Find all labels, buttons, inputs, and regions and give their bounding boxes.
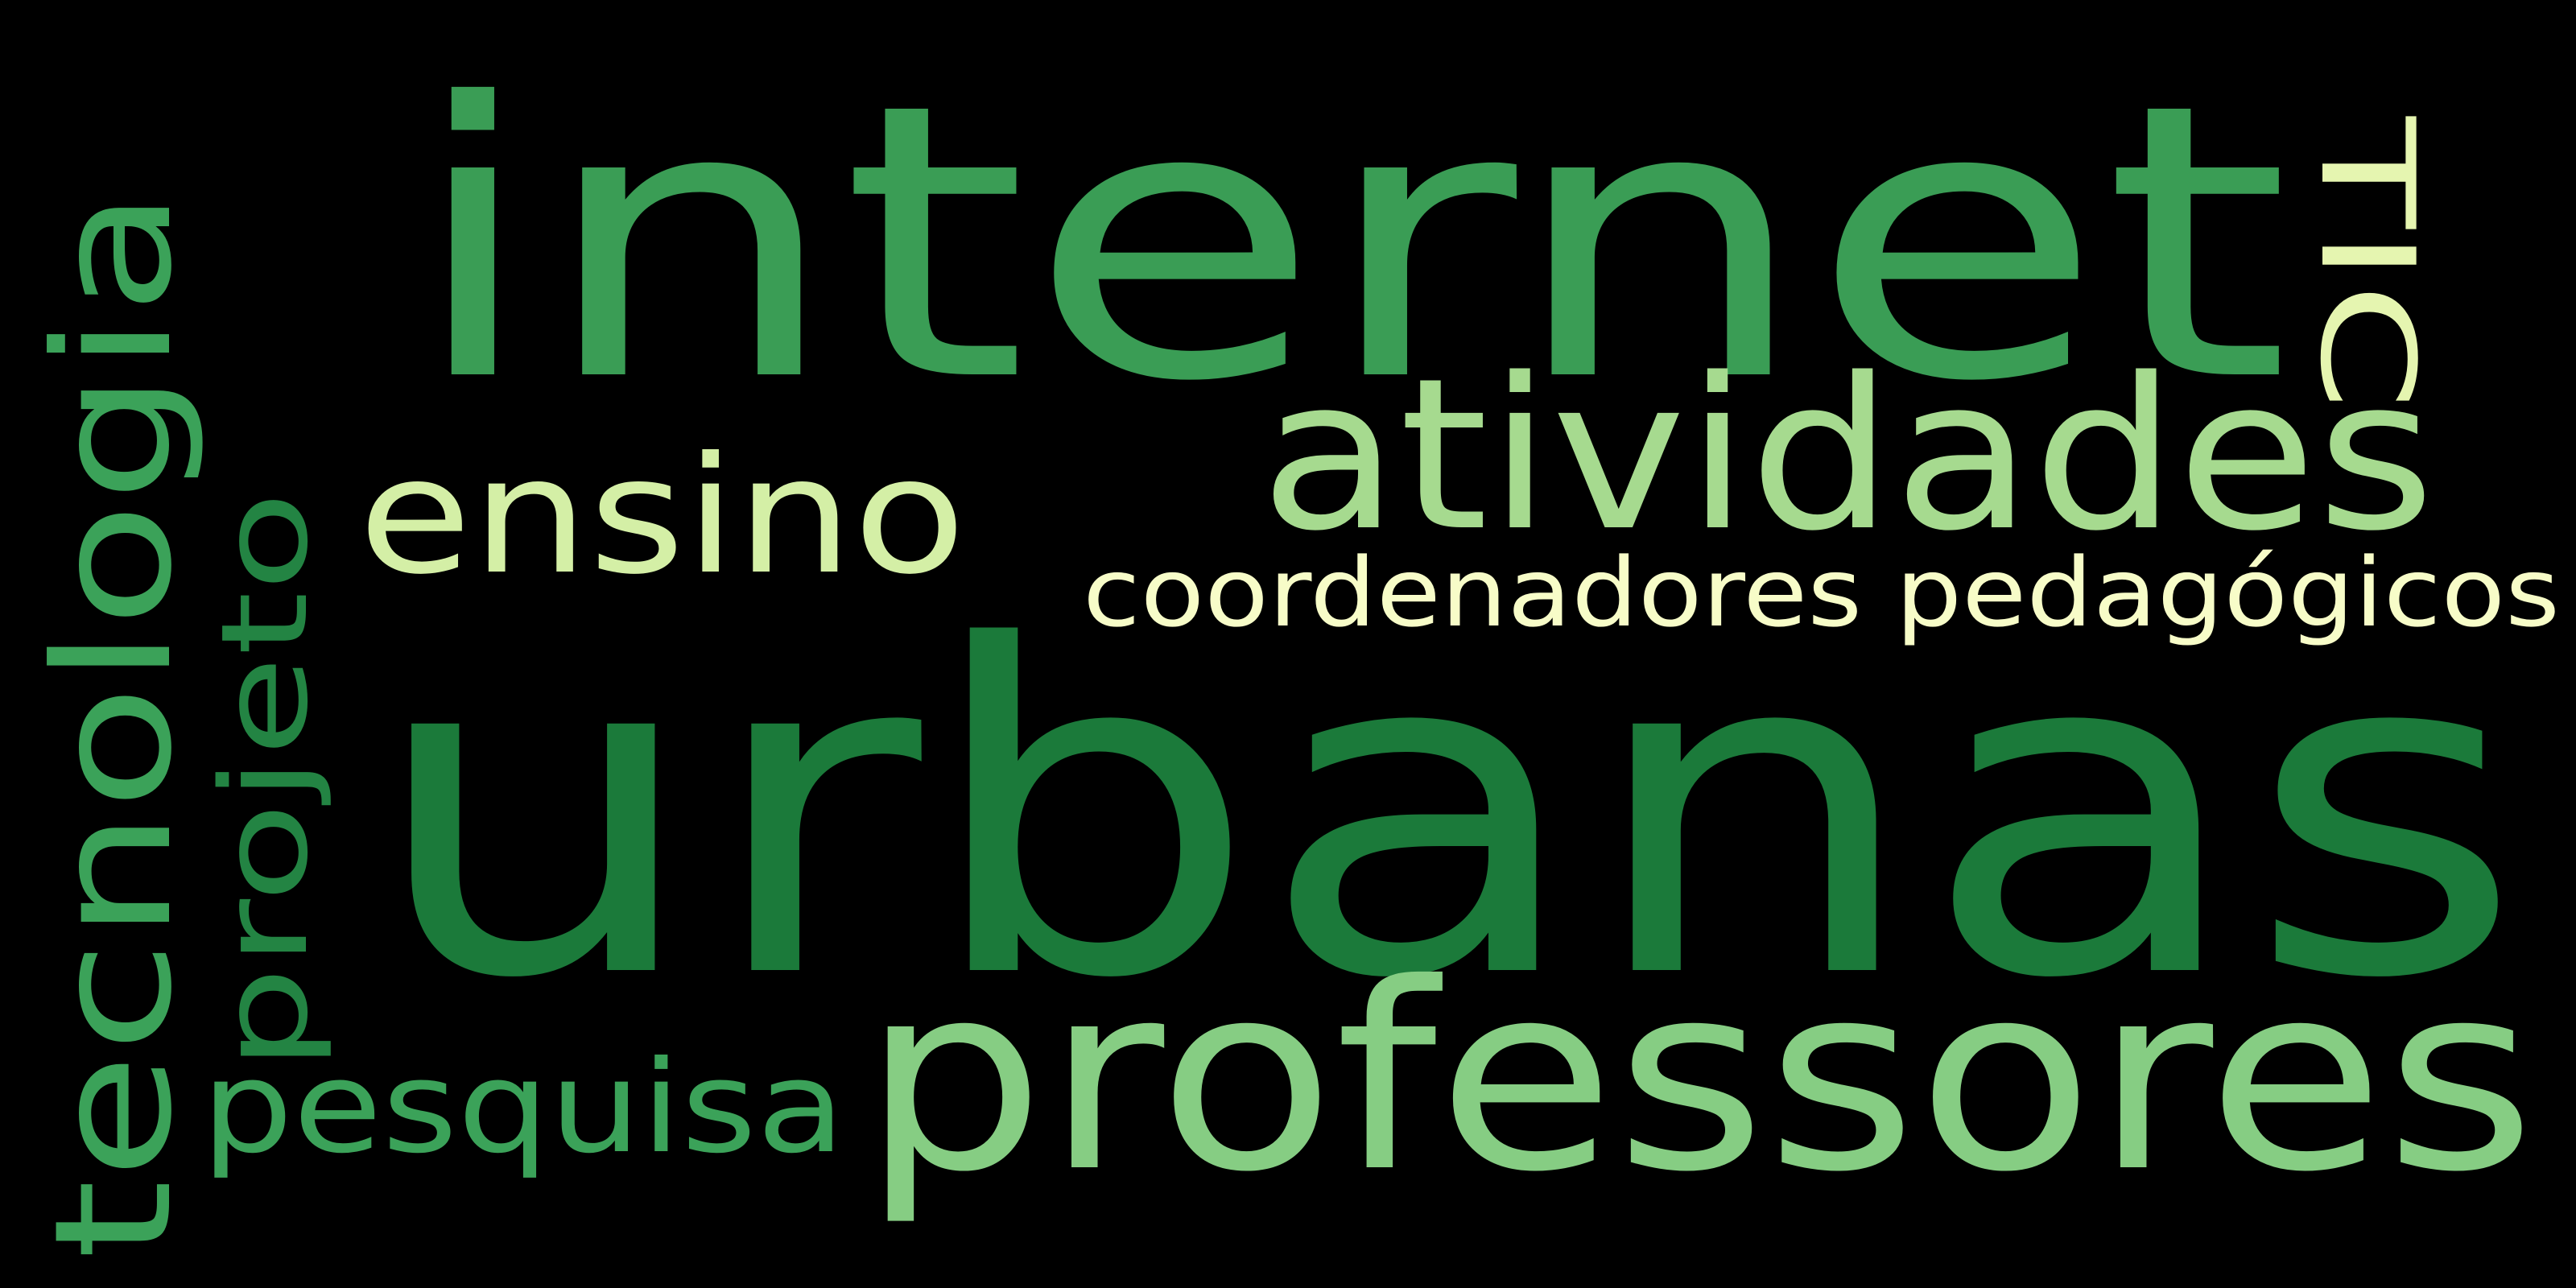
word-internet: internet [407, 23, 2290, 464]
word-coordenadores-pedagogicos: coordenadores pedagógicos [1083, 537, 2560, 648]
word-urbanas: urbanas [366, 552, 2524, 1077]
word-professores: professores [861, 929, 2536, 1228]
word-atividades: atividades [1260, 334, 2435, 577]
word-projeto: projeto [196, 491, 334, 1071]
word-tic: TIC [2292, 116, 2442, 411]
word-ensino: ensino [358, 423, 966, 610]
word-tecnologia: tecnologia [20, 189, 208, 1260]
word-pesquisa: pesquisa [201, 1034, 845, 1182]
